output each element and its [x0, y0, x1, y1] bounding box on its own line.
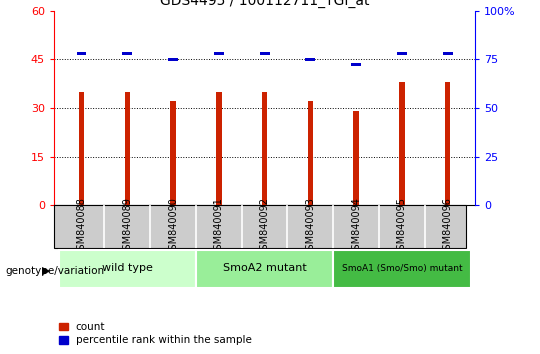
Text: ▶: ▶ — [42, 266, 50, 276]
Bar — [399, 82, 404, 205]
Title: GDS4495 / 100112711_TGI_at: GDS4495 / 100112711_TGI_at — [160, 0, 369, 8]
Bar — [353, 111, 359, 205]
Bar — [58, 250, 196, 288]
Bar — [122, 52, 132, 56]
Text: GSM840090: GSM840090 — [168, 197, 178, 256]
Text: SmoA2 mutant: SmoA2 mutant — [222, 263, 307, 273]
Bar — [214, 52, 224, 56]
Bar — [170, 102, 176, 205]
Bar — [351, 63, 361, 67]
Bar — [216, 92, 221, 205]
Bar — [77, 52, 86, 56]
Bar — [125, 92, 130, 205]
Bar — [397, 52, 407, 56]
Bar — [443, 52, 453, 56]
Bar — [262, 92, 267, 205]
Bar — [168, 58, 178, 61]
Bar — [260, 52, 269, 56]
Text: GSM840088: GSM840088 — [77, 197, 86, 256]
Bar — [445, 82, 450, 205]
Text: GSM840094: GSM840094 — [351, 197, 361, 256]
Text: wild type: wild type — [102, 263, 153, 273]
Bar — [308, 102, 313, 205]
Text: GSM840089: GSM840089 — [122, 197, 132, 256]
Text: GSM840096: GSM840096 — [443, 197, 453, 256]
Text: GSM840092: GSM840092 — [260, 197, 269, 256]
Text: SmoA1 (Smo/Smo) mutant: SmoA1 (Smo/Smo) mutant — [342, 264, 462, 273]
Bar — [196, 250, 333, 288]
Legend: count, percentile rank within the sample: count, percentile rank within the sample — [59, 322, 252, 345]
Bar — [306, 58, 315, 61]
Bar — [79, 92, 84, 205]
Text: GSM840091: GSM840091 — [214, 197, 224, 256]
Text: GSM840093: GSM840093 — [306, 197, 315, 256]
Bar — [333, 250, 471, 288]
Text: genotype/variation: genotype/variation — [5, 266, 105, 276]
Text: GSM840095: GSM840095 — [397, 197, 407, 256]
